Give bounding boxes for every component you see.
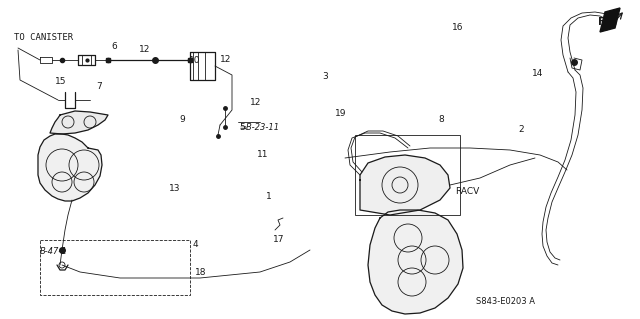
Text: RACV: RACV xyxy=(455,188,479,197)
Polygon shape xyxy=(600,8,620,32)
Text: 7: 7 xyxy=(97,82,102,91)
Text: 15: 15 xyxy=(55,77,67,86)
Text: 10: 10 xyxy=(189,56,201,65)
Text: 19: 19 xyxy=(335,109,346,118)
Text: 1: 1 xyxy=(266,192,271,201)
Text: B-47-1: B-47-1 xyxy=(40,248,68,256)
Text: 18: 18 xyxy=(195,268,206,277)
Text: 6: 6 xyxy=(111,42,116,51)
Polygon shape xyxy=(38,134,102,201)
Bar xyxy=(40,240,190,295)
Text: TO CANISTER: TO CANISTER xyxy=(14,33,73,42)
Text: 2: 2 xyxy=(519,125,524,134)
Text: 5: 5 xyxy=(239,123,244,132)
Text: 3: 3 xyxy=(323,72,328,81)
Text: 12: 12 xyxy=(220,55,231,63)
Text: 17: 17 xyxy=(273,235,284,244)
Polygon shape xyxy=(368,210,463,314)
Polygon shape xyxy=(50,111,108,134)
Text: 4: 4 xyxy=(193,240,198,249)
Text: 14: 14 xyxy=(532,69,543,78)
Text: 12: 12 xyxy=(139,45,150,54)
Text: 8: 8 xyxy=(439,115,444,124)
Text: ⇒B-23-11: ⇒B-23-11 xyxy=(240,123,280,132)
Text: 13: 13 xyxy=(169,184,180,193)
Text: 11: 11 xyxy=(257,150,268,159)
Bar xyxy=(355,135,460,215)
Text: 9: 9 xyxy=(180,115,185,124)
Polygon shape xyxy=(360,155,450,215)
Text: 16: 16 xyxy=(452,23,463,32)
Text: S843-E0203 A: S843-E0203 A xyxy=(476,298,535,307)
Text: FR.: FR. xyxy=(598,17,618,27)
Text: 12: 12 xyxy=(250,98,262,107)
